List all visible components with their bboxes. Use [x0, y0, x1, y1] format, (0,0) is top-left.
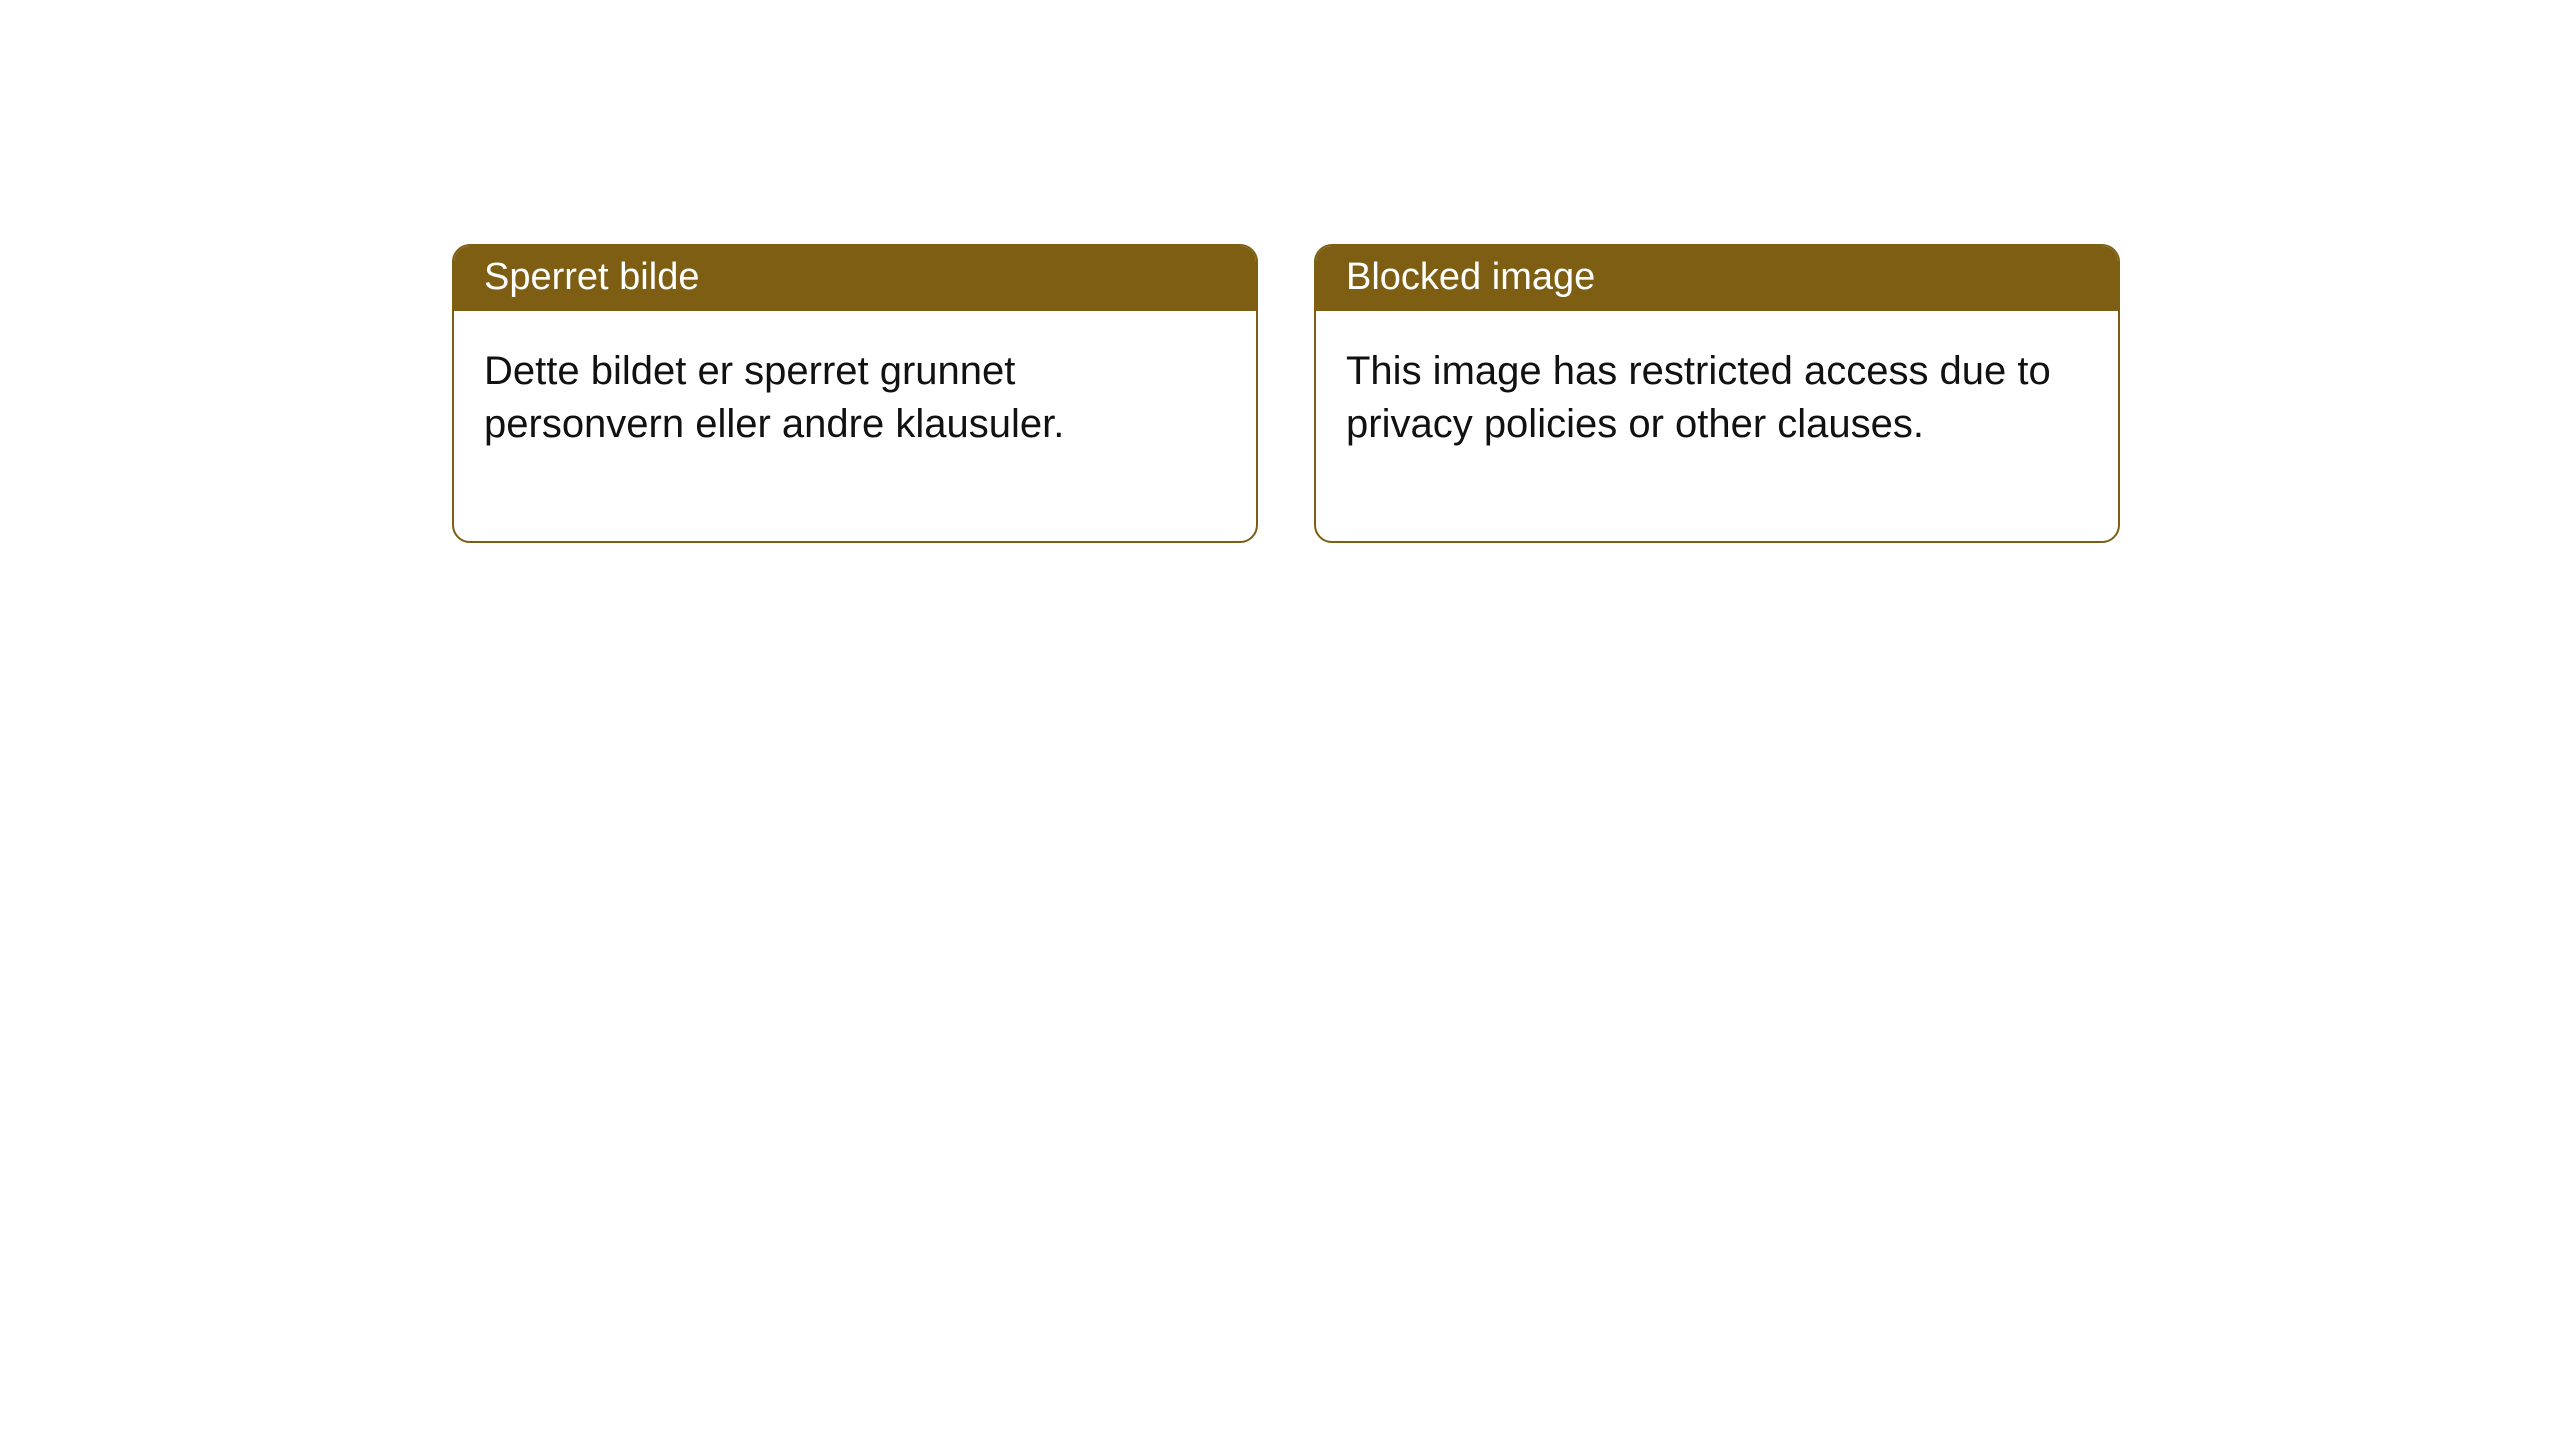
notice-title-en: Blocked image	[1316, 246, 2118, 311]
notice-card-en: Blocked image This image has restricted …	[1314, 244, 2120, 543]
notice-title-no: Sperret bilde	[454, 246, 1256, 311]
notice-card-no: Sperret bilde Dette bildet er sperret gr…	[452, 244, 1258, 543]
notice-body-no: Dette bildet er sperret grunnet personve…	[454, 311, 1256, 541]
notice-body-en: This image has restricted access due to …	[1316, 311, 2118, 541]
notice-container: Sperret bilde Dette bildet er sperret gr…	[0, 0, 2560, 543]
